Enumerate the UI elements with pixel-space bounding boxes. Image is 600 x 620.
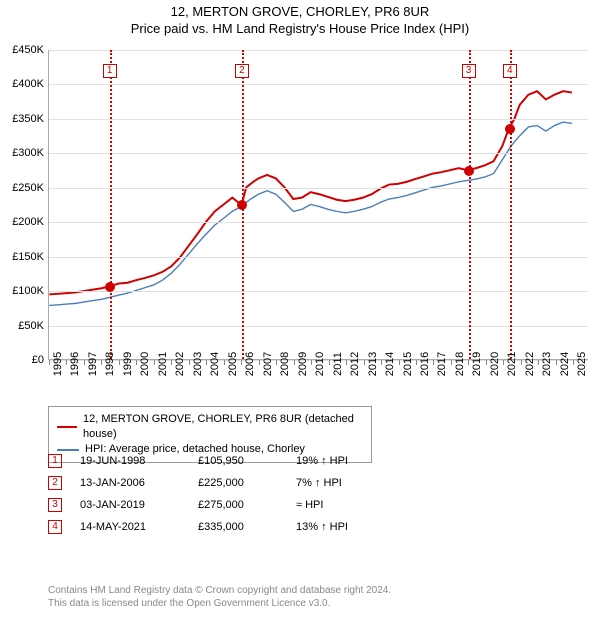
sale-date: 14-MAY-2021	[80, 521, 180, 533]
y-tick-label: £150K	[4, 251, 44, 263]
x-tick-label: 2018	[454, 352, 466, 376]
title-address: 12, MERTON GROVE, CHORLEY, PR6 8UR	[0, 4, 600, 19]
sale-dot	[464, 166, 474, 176]
legend-swatch-0	[57, 426, 77, 428]
x-tick-label: 2003	[192, 352, 204, 376]
x-tick-label: 2006	[244, 352, 256, 376]
sale-marker: 3	[48, 498, 62, 512]
x-tick-label: 2020	[489, 352, 501, 376]
x-tick-label: 2016	[419, 352, 431, 376]
sales-row: 2 13-JAN-2006 £225,000 7% ↑ HPI	[48, 472, 396, 494]
x-tick-label: 2022	[524, 352, 536, 376]
chart-marker: 2	[235, 64, 249, 78]
sale-date: 19-JUN-1998	[80, 455, 180, 467]
x-tick-label: 2021	[506, 352, 518, 376]
x-tick-label: 2017	[436, 352, 448, 376]
sale-price: £105,950	[198, 455, 278, 467]
sale-dot	[105, 282, 115, 292]
sale-delta: 7% ↑ HPI	[296, 477, 396, 489]
footer-line-2: This data is licensed under the Open Gov…	[48, 597, 391, 610]
x-tick-label: 2013	[367, 352, 379, 376]
x-tick-label: 2009	[297, 352, 309, 376]
sale-dot	[505, 124, 515, 134]
y-tick-label: £400K	[4, 78, 44, 90]
sales-table: 1 19-JUN-1998 £105,950 19% ↑ HPI 2 13-JA…	[48, 450, 396, 538]
x-tick-label: 2024	[559, 352, 571, 376]
line-canvas	[49, 50, 588, 359]
x-tick-label: 2000	[139, 352, 151, 376]
sale-delta: ≈ HPI	[296, 499, 396, 511]
y-tick-label: £350K	[4, 113, 44, 125]
sale-marker: 2	[48, 476, 62, 490]
x-tick-label: 2012	[349, 352, 361, 376]
title-block: 12, MERTON GROVE, CHORLEY, PR6 8UR Price…	[0, 0, 600, 38]
sale-dot	[237, 200, 247, 210]
chart-marker: 3	[462, 64, 476, 78]
chart-marker: 4	[503, 64, 517, 78]
x-tick-label: 2008	[279, 352, 291, 376]
x-tick-label: 2004	[209, 352, 221, 376]
sale-delta: 19% ↑ HPI	[296, 455, 396, 467]
sale-date: 13-JAN-2006	[80, 477, 180, 489]
sale-price: £275,000	[198, 499, 278, 511]
x-tick-label: 2005	[227, 352, 239, 376]
x-tick-label: 2001	[157, 352, 169, 376]
x-tick-label: 2019	[471, 352, 483, 376]
y-tick-label: £300K	[4, 147, 44, 159]
x-tick-label: 2015	[402, 352, 414, 376]
title-subtitle: Price paid vs. HM Land Registry's House …	[0, 21, 600, 36]
footer-line-1: Contains HM Land Registry data © Crown c…	[48, 584, 391, 597]
x-tick-label: 1999	[122, 352, 134, 376]
x-tick-label: 1998	[104, 352, 116, 376]
sales-row: 4 14-MAY-2021 £335,000 13% ↑ HPI	[48, 516, 396, 538]
sale-date: 03-JAN-2019	[80, 499, 180, 511]
x-tick-label: 2010	[314, 352, 326, 376]
x-tick-label: 1997	[87, 352, 99, 376]
x-tick-label: 1995	[52, 352, 64, 376]
sale-price: £225,000	[198, 477, 278, 489]
plot-area: 1 2 3 4	[48, 50, 588, 360]
y-tick-label: £0	[4, 354, 44, 366]
x-tick-label: 2025	[576, 352, 588, 376]
y-tick-label: £250K	[4, 182, 44, 194]
x-tick-label: 1996	[69, 352, 81, 376]
sales-row: 1 19-JUN-1998 £105,950 19% ↑ HPI	[48, 450, 396, 472]
x-tick-label: 2002	[174, 352, 186, 376]
x-tick-label: 2014	[384, 352, 396, 376]
y-tick-label: £50K	[4, 320, 44, 332]
series-price_paid	[49, 91, 572, 294]
series-hpi	[49, 122, 572, 305]
sales-row: 3 03-JAN-2019 £275,000 ≈ HPI	[48, 494, 396, 516]
sale-marker: 1	[48, 454, 62, 468]
legend-row: 12, MERTON GROVE, CHORLEY, PR6 8UR (deta…	[57, 412, 363, 442]
chart-marker: 1	[103, 64, 117, 78]
footer: Contains HM Land Registry data © Crown c…	[48, 584, 391, 610]
sale-marker: 4	[48, 520, 62, 534]
x-tick-label: 2007	[262, 352, 274, 376]
y-tick-label: £450K	[4, 44, 44, 56]
legend-label-0: 12, MERTON GROVE, CHORLEY, PR6 8UR (deta…	[83, 412, 363, 442]
sale-price: £335,000	[198, 521, 278, 533]
x-tick-label: 2011	[332, 352, 344, 376]
sale-delta: 13% ↑ HPI	[296, 521, 396, 533]
y-tick-label: £100K	[4, 285, 44, 297]
x-tick-label: 2023	[541, 352, 553, 376]
y-tick-label: £200K	[4, 216, 44, 228]
chart: 1 2 3 4 £0 £50K £100K £150K £200K £250K £300K £350…	[0, 44, 600, 404]
